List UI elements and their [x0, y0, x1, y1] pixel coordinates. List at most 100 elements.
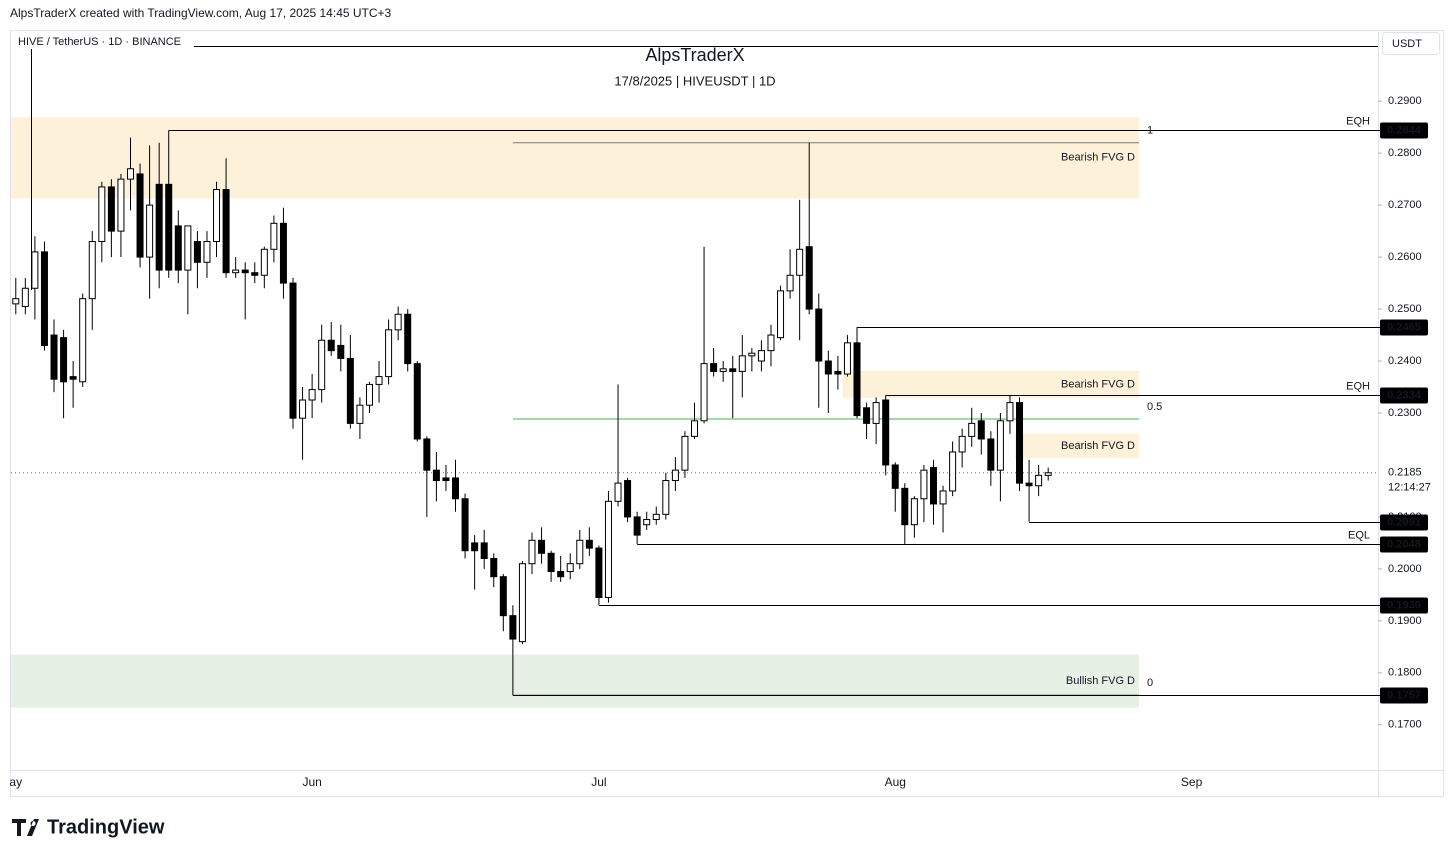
candle-body	[614, 482, 622, 502]
level-price: 0.2844	[1387, 124, 1422, 136]
candle-body	[394, 313, 402, 331]
candle-body	[624, 480, 632, 518]
candle-body	[222, 189, 230, 274]
candle-body	[423, 438, 431, 471]
candle-body	[1016, 402, 1024, 484]
candle-body	[805, 246, 813, 310]
currency[interactable]: USDT	[1392, 38, 1422, 50]
candle-body	[318, 339, 326, 391]
x-tick-label: Sep	[1181, 775, 1203, 789]
candle-body	[757, 350, 765, 362]
candle-body	[98, 186, 106, 243]
candle-body	[872, 402, 880, 424]
candle-body	[920, 469, 928, 500]
y-tick-label: 0.1900	[1388, 615, 1422, 627]
candle-body	[21, 287, 29, 307]
candle-body	[174, 225, 182, 271]
candle-body	[251, 272, 259, 276]
candle-body	[79, 298, 87, 383]
x-tick-label: ay	[9, 775, 22, 789]
candle-body	[977, 420, 985, 440]
candle-body	[882, 399, 890, 466]
candle-body	[843, 342, 851, 375]
candle-body	[404, 313, 412, 365]
candle-body	[786, 274, 794, 292]
candle-body	[12, 298, 20, 305]
candle-body	[576, 539, 584, 565]
level-price: 0.2334	[1387, 389, 1422, 401]
fvg-label: Bearish FVG D	[1061, 440, 1135, 452]
candle-body	[490, 557, 498, 578]
candle-body	[604, 500, 612, 598]
candle-body	[31, 251, 39, 289]
candle-body	[662, 480, 670, 515]
candle-body	[652, 513, 660, 521]
fvg-zone	[11, 654, 1140, 708]
candle-body	[136, 173, 144, 258]
candle-body	[60, 337, 68, 383]
candle-body	[509, 615, 517, 640]
y-tick-label: 0.2800	[1388, 147, 1422, 159]
candle-body	[442, 477, 450, 482]
candle-body	[471, 542, 479, 552]
level-tag: EQH	[1346, 115, 1370, 127]
level-price: 0.2091	[1387, 516, 1421, 528]
candle-body	[480, 542, 488, 559]
level-box	[1380, 514, 1428, 531]
chart-title: AlpsTraderX	[645, 45, 744, 65]
candle-body	[518, 563, 526, 643]
candle-body	[968, 422, 976, 437]
x-tick-label: Aug	[885, 775, 906, 789]
candle-body	[1035, 474, 1043, 487]
candle-body	[327, 339, 335, 352]
level-price: 0.1757	[1387, 689, 1421, 701]
candle-body	[356, 404, 364, 424]
candle-body	[595, 547, 603, 598]
candle-body	[891, 464, 899, 489]
candle-body	[834, 370, 842, 375]
candle-body	[528, 539, 536, 565]
candle-body	[279, 222, 287, 284]
candle-body	[126, 168, 134, 180]
header: AlpsTraderX created with TradingView.com…	[10, 6, 392, 20]
candle-body	[987, 438, 995, 471]
candle-body	[633, 516, 641, 536]
y-tick-label: 0.2900	[1388, 95, 1422, 107]
candle-body	[232, 269, 240, 274]
candle-body	[538, 539, 546, 554]
candle-body	[146, 204, 154, 258]
candle-body	[691, 420, 698, 437]
level-box	[1380, 122, 1428, 139]
candle-body	[413, 363, 421, 440]
y-tick-label: 0.2700	[1388, 199, 1422, 211]
currency-box[interactable]	[1382, 32, 1440, 55]
symbol-bg	[14, 33, 194, 49]
candle-body	[203, 241, 211, 263]
candle-body	[241, 269, 249, 274]
candle-body	[547, 552, 555, 572]
candle-body	[260, 248, 268, 276]
candle-body	[671, 469, 679, 482]
candle-body	[193, 241, 201, 263]
level-price: 0.2048	[1387, 538, 1421, 550]
y-tick-label: 0.2300	[1388, 407, 1422, 419]
candle-body	[700, 363, 708, 422]
y-tick-label: 0.2400	[1388, 355, 1422, 367]
candle-body	[748, 352, 756, 357]
candle-body	[1006, 402, 1014, 422]
brand-logo: TradingView	[12, 816, 165, 838]
candle-body	[767, 334, 775, 352]
level-box	[1380, 597, 1428, 614]
candle-body	[939, 490, 947, 505]
candle-body	[958, 435, 966, 453]
candle-body	[155, 183, 163, 271]
candle-body	[299, 399, 307, 419]
candle-body	[213, 189, 221, 243]
candle-body	[461, 498, 469, 552]
candle-body	[996, 420, 1004, 471]
fvg-label: Bearish FVG D	[1061, 378, 1135, 390]
y-tick-label: 0.2600	[1388, 251, 1422, 263]
candle-body	[901, 487, 909, 526]
brand: TradingView	[47, 816, 165, 838]
